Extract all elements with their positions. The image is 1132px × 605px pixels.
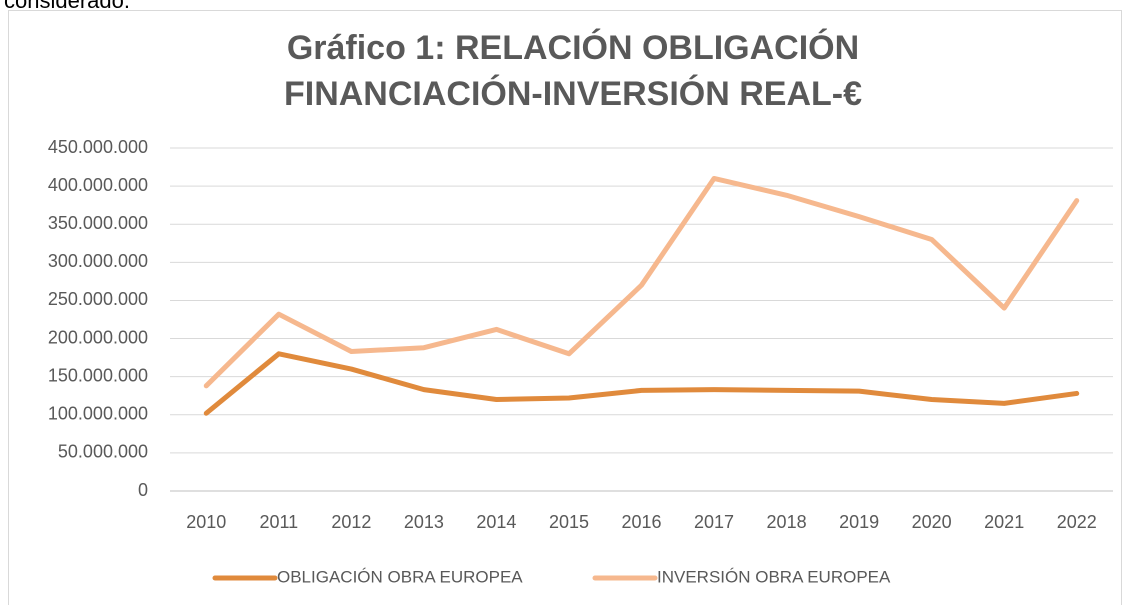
x-tick-label: 2010 [186, 512, 226, 532]
x-tick-label: 2022 [1057, 512, 1097, 532]
data-line [203, 175, 1080, 389]
x-tick-label: 2016 [621, 512, 661, 532]
y-tick-label: 0 [138, 480, 148, 500]
chart-frame [8, 10, 1122, 605]
x-tick-label: 2013 [404, 512, 444, 532]
legend-label: INVERSIÓN OBRA EUROPEA [657, 567, 891, 586]
y-tick-label: 100.000.000 [48, 404, 148, 424]
y-tick-label: 50.000.000 [58, 442, 148, 462]
y-tick-label: 150.000.000 [48, 365, 148, 385]
y-tick-label: 250.000.000 [48, 289, 148, 309]
data-line [203, 351, 1080, 416]
x-tick-label: 2017 [694, 512, 734, 532]
y-tick-label: 400.000.000 [48, 175, 148, 195]
legend-label: OBLIGACIÓN OBRA EUROPEA [277, 567, 523, 586]
y-tick-label: 200.000.000 [48, 327, 148, 347]
x-tick-label: 2019 [839, 512, 879, 532]
y-tick-label: 450.000.000 [48, 137, 148, 157]
chart-title: FINANCIACIÓN-INVERSIÓN REAL-€ [284, 75, 862, 113]
y-tick-label: 350.000.000 [48, 213, 148, 233]
page-text: considerado. [4, 0, 130, 13]
chart-title: Gráfico 1: RELACIÓN OBLIGACIÓN [287, 29, 859, 67]
x-tick-label: 2018 [767, 512, 807, 532]
x-tick-label: 2020 [912, 512, 952, 532]
x-tick-label: 2015 [549, 512, 589, 532]
y-tick-label: 300.000.000 [48, 251, 148, 271]
x-tick-label: 2011 [259, 512, 298, 532]
x-tick-label: 2012 [331, 512, 371, 532]
x-tick-label: 2021 [984, 512, 1024, 532]
x-tick-label: 2014 [476, 512, 516, 532]
